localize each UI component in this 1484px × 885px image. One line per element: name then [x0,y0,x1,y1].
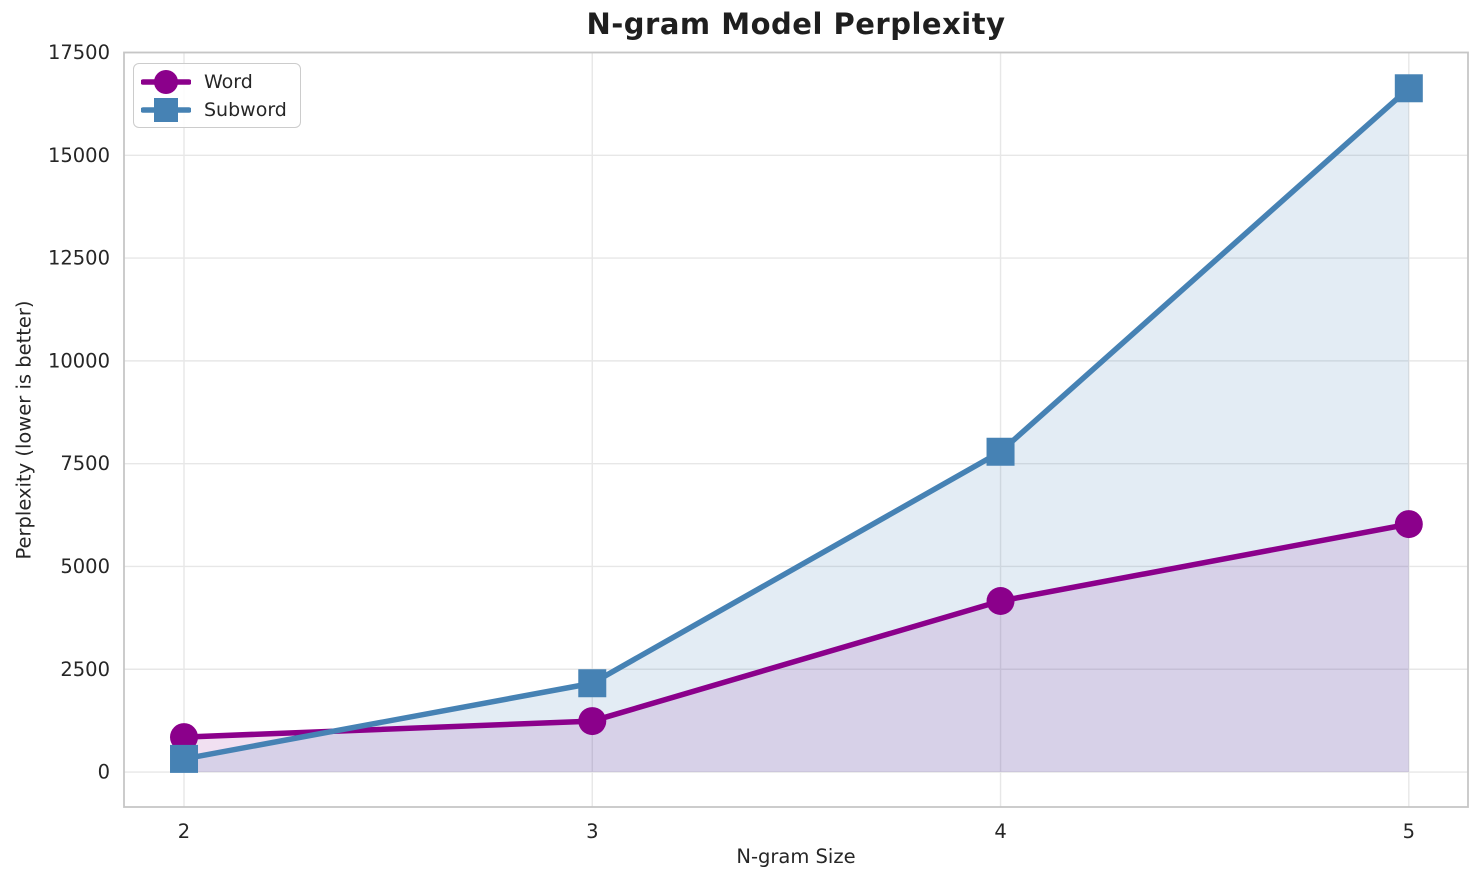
legend-label-word: Word [204,70,253,93]
y-tick-label: 0 [98,761,110,784]
word-marker [170,723,199,752]
legend-label-subword: Subword [204,98,287,121]
y-tick-label: 12500 [48,247,110,270]
word-area-fill [184,524,1409,773]
x-tick-label: 2 [178,820,190,843]
x-tick-label: 3 [586,820,598,843]
subword-marker [170,744,199,773]
y-tick-label: 7500 [60,452,110,475]
subword-line-square-marker-icon [141,97,191,122]
plot-spines [123,51,1469,808]
subword-marker [578,669,607,698]
word-line [181,521,1412,740]
x-tick-label: 5 [1403,820,1415,843]
y-tick-label: 2500 [60,658,110,681]
word-marker [1394,510,1423,539]
x-tick-label: 4 [994,820,1006,843]
legend-item-subword: Subword [141,96,290,124]
subword-marker [986,437,1015,466]
y-tick-label: 10000 [48,349,110,372]
y-tick-label: 17500 [48,41,110,64]
subword-marker [1394,74,1423,103]
chart-title: N-gram Model Perplexity [586,7,1006,41]
legend-item-word: Word [141,68,290,96]
y-tick-label: 5000 [60,555,110,578]
subword-line [181,85,1412,762]
y-tick-label: 15000 [48,144,110,167]
word-line-circle-marker-icon [141,69,191,94]
y-axis-label: Perplexity (lower is better) [12,300,36,560]
plot-background [124,52,1468,807]
word-marker [578,707,607,736]
x-axis-label: N-gram Size [736,845,856,868]
word-marker [986,587,1015,616]
subword-area-fill [184,88,1409,773]
legend: Word Subword [133,63,301,128]
